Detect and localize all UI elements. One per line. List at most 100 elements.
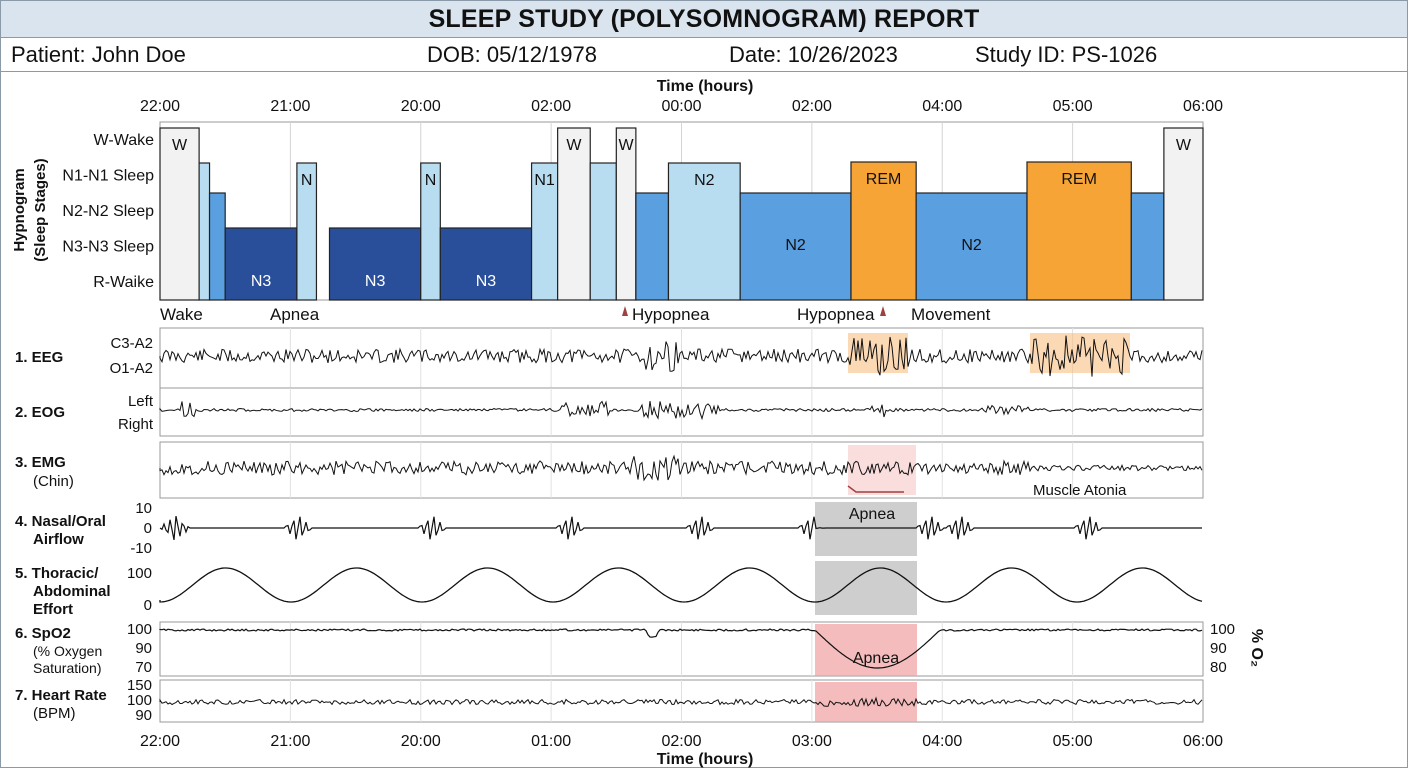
patient-name: Patient: John Doe — [11, 42, 186, 67]
muscle-atonia-label: Muscle Atonia — [1033, 482, 1127, 499]
hypnogram-segment — [1026, 161, 1132, 301]
eog-trace — [159, 400, 1203, 421]
eog-side: Left — [128, 393, 154, 410]
hypnogram-segment-label: REM — [1061, 171, 1097, 188]
airflow-apnea-label: Apnea — [849, 506, 895, 523]
hypnogram-segment — [635, 192, 670, 301]
report-title: SLEEP STUDY (POLYSOMNOGRAM) REPORT — [428, 4, 980, 33]
airflow-tick: 10 — [135, 500, 152, 517]
channel-label-airflow-2: Airflow — [33, 531, 84, 548]
hypnogram-segment — [915, 192, 1028, 301]
hypnogram-event-label: Wake — [160, 305, 203, 324]
channel-label-airflow: 4. Nasal/Oral — [15, 513, 106, 530]
top-time-tick: 22:00 — [140, 98, 180, 115]
heart-rate-apnea-box — [815, 682, 917, 722]
hypnogram-segment-label: N — [301, 172, 313, 189]
bottom-axis-title: Time (hours) — [657, 751, 754, 768]
study-date: Date: 10/26/2023 — [729, 42, 898, 67]
hypnogram-segment-label: N3 — [251, 273, 272, 290]
spo2-right-tick: 80 — [1210, 659, 1227, 676]
emg-subtitle: (Chin) — [33, 473, 74, 490]
spo2-right-tick: 90 — [1210, 640, 1227, 657]
bottom-time-tick: 06:00 — [1183, 733, 1223, 750]
hypnogram-axis-subtitle: (Sleep Stages) — [32, 158, 49, 261]
spo2-subtitle: (% Oxygen — [33, 643, 102, 659]
hypnogram-segment — [328, 227, 422, 301]
spo2-subtitle-2: Saturation) — [33, 660, 101, 676]
hypnogram-segment — [224, 227, 298, 301]
spo2-right-tick: 100 — [1210, 621, 1235, 638]
eeg-trace — [159, 335, 1203, 377]
heart-rate-tick: 100 — [127, 692, 152, 709]
hypnogram-segment — [296, 162, 318, 301]
stage-label: R-Waike — [93, 274, 154, 291]
hypopnea-marker — [622, 306, 628, 316]
effort-trace — [159, 567, 1203, 603]
hypnogram-segment-label: N2 — [961, 237, 982, 254]
spo2-trace — [159, 628, 1203, 669]
spo2-tick: 90 — [135, 640, 152, 657]
eeg-derivation: C3-A2 — [110, 335, 153, 352]
effort-apnea-box — [815, 561, 917, 615]
top-time-tick: 05:00 — [1053, 98, 1093, 115]
stage-label: N1-N1 Sleep — [62, 168, 154, 185]
emg-apnea-highlight — [848, 445, 916, 495]
channel-label-emg: 3. EMG — [15, 454, 66, 471]
hypnogram-segment — [1163, 127, 1204, 301]
heart-rate-tick: 150 — [127, 677, 152, 694]
hypnogram-segment — [159, 127, 200, 301]
hypnogram-segment — [198, 162, 211, 301]
channel-label-spo2: 6. SpO2 — [15, 625, 71, 642]
hypnogram-segment — [589, 162, 617, 301]
stage-label: W-Wake — [94, 132, 155, 149]
top-time-tick: 04:00 — [922, 98, 962, 115]
hypnogram-segment-label: N2 — [694, 172, 715, 189]
hypnogram-segment-label: REM — [866, 171, 902, 188]
hypnogram-event-label: Movement — [911, 305, 991, 324]
hypnogram-segment — [208, 192, 226, 301]
hypnogram-segment-label: N3 — [476, 273, 497, 290]
hypopnea-marker — [880, 306, 886, 316]
hypnogram-segment — [530, 162, 559, 301]
hypnogram-segment-label: W — [1176, 137, 1192, 154]
patient-dob: DOB: 05/12/1978 — [427, 42, 598, 67]
spo2-tick: 70 — [135, 659, 152, 676]
bottom-time-tick: 03:00 — [792, 733, 832, 750]
hypnogram-segment — [667, 162, 741, 301]
hypnogram-segment-label: W — [566, 137, 582, 154]
top-time-tick: 02:00 — [531, 98, 571, 115]
emg-trace — [159, 454, 1203, 482]
stage-label: N2-N2 Sleep — [62, 203, 154, 220]
hypnogram-segment-label: N1 — [534, 172, 555, 189]
hypnogram-event-label: Hypopnea — [797, 305, 875, 324]
study-id: Study ID: PS-1026 — [975, 42, 1158, 67]
top-time-tick: 02:00 — [792, 98, 832, 115]
report-title-bar: SLEEP STUDY (POLYSOMNOGRAM) REPORT — [0, 0, 1408, 38]
bottom-time-tick: 20:00 — [401, 733, 441, 750]
bottom-time-tick: 04:00 — [922, 733, 962, 750]
channel-label-eeg: 1. EEG — [15, 349, 63, 366]
hypnogram-segment-label: N3 — [365, 273, 386, 290]
hypnogram-segment-label: W — [619, 137, 635, 154]
bottom-time-tick: 22:00 — [140, 733, 180, 750]
hypnogram-segment — [557, 127, 591, 301]
bottom-time-tick: 01:00 — [531, 733, 571, 750]
spo2-tick: 100 — [127, 621, 152, 638]
channel-label-heart-rate: 7. Heart Rate — [15, 687, 107, 704]
hypnogram-segment-label: N2 — [785, 237, 806, 254]
channel-label-eog: 2. EOG — [15, 404, 65, 421]
hypnogram-segment — [850, 161, 917, 301]
effort-tick: 0 — [144, 597, 152, 614]
stage-label: N3-N3 Sleep — [62, 239, 154, 256]
top-time-tick: 21:00 — [270, 98, 310, 115]
hypnogram-segment-label: W — [172, 137, 188, 154]
top-time-tick: 20:00 — [401, 98, 441, 115]
heart-rate-trace — [159, 696, 1203, 707]
bottom-time-tick: 02:00 — [661, 733, 701, 750]
hypnogram-event-label: Hypopnea — [632, 305, 710, 324]
bottom-time-tick: 05:00 — [1053, 733, 1093, 750]
eog-side: Right — [118, 416, 154, 433]
hypnogram-axis-title: Hypnogram — [11, 168, 28, 251]
top-axis-title: Time (hours) — [657, 78, 754, 95]
spo2-apnea-label: Apnea — [853, 650, 899, 667]
